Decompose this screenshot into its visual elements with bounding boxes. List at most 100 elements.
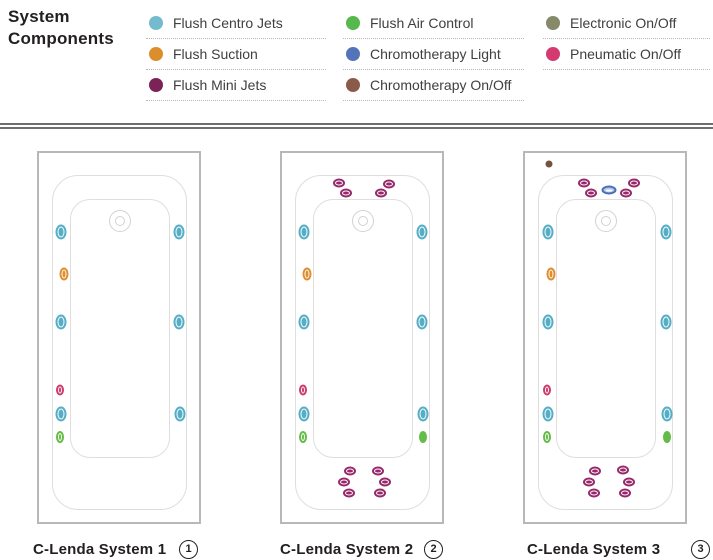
tub-rim-outline xyxy=(295,175,430,510)
drain-inner-icon xyxy=(601,216,611,226)
mini-jet-marker-icon xyxy=(344,466,356,476)
chromo-light-marker-icon xyxy=(601,185,617,195)
mini-jet-marker-icon xyxy=(619,488,631,498)
legend-color-dot-icon xyxy=(346,78,360,92)
mini-jet-marker-icon xyxy=(623,477,635,487)
mini-jet-marker-icon xyxy=(588,488,600,498)
mini-jet-marker-icon xyxy=(578,178,590,188)
legend-item-label: Flush Centro Jets xyxy=(173,15,283,31)
mini-jet-marker-icon xyxy=(628,178,640,188)
mini-jet-marker-icon xyxy=(585,188,597,198)
suction-marker-icon xyxy=(546,267,556,281)
centro-jet-marker-icon xyxy=(416,224,428,240)
tub-rim-outline xyxy=(538,175,673,510)
mini-jet-marker-icon xyxy=(374,488,386,498)
mini-jet-marker-icon xyxy=(583,477,595,487)
legend-color-dot-icon xyxy=(149,78,163,92)
centro-jet-marker-icon xyxy=(298,224,310,240)
air-control-solid-marker-icon xyxy=(663,431,671,443)
centro-jet-marker-icon xyxy=(417,406,429,422)
legend-color-dot-icon xyxy=(546,47,560,61)
mini-jet-marker-icon xyxy=(340,188,352,198)
pneumatic-marker-icon xyxy=(56,384,64,396)
legend-item-label: Flush Suction xyxy=(173,46,258,62)
air-control-marker-icon xyxy=(56,431,64,443)
tub-basin-outline xyxy=(313,199,413,458)
legend-item: Flush Centro Jets xyxy=(146,8,326,39)
legend-item: Pneumatic On/Off xyxy=(543,39,710,70)
legend-column-1: Flush Centro Jets Flush Suction Flush Mini… xyxy=(146,8,326,101)
centro-jet-marker-icon xyxy=(661,406,673,422)
legend-color-dot-icon xyxy=(149,47,163,61)
centro-jet-marker-icon xyxy=(173,224,185,240)
system-name-label: C-Lenda System 3 xyxy=(527,540,661,558)
centro-jet-marker-icon xyxy=(298,406,310,422)
system-number-badge: 3 xyxy=(691,539,710,559)
drain-inner-icon xyxy=(115,216,125,226)
drain-icon xyxy=(595,210,617,232)
centro-jet-marker-icon xyxy=(298,314,310,330)
legend-item-label: Chromotherapy Light xyxy=(370,46,501,62)
pneumatic-marker-icon xyxy=(299,384,307,396)
legend-item-label: Pneumatic On/Off xyxy=(570,46,682,62)
system-name-label: C-Lenda System 1 xyxy=(33,540,167,558)
air-control-marker-icon xyxy=(299,431,307,443)
system-label-row: C-Lenda System 1 1 xyxy=(33,538,198,560)
legend-item: Flush Air Control xyxy=(343,8,524,39)
air-control-marker-icon xyxy=(543,431,551,443)
legend-item: Electronic On/Off xyxy=(543,8,710,39)
legend-color-dot-icon xyxy=(546,16,560,30)
legend-item-label: Electronic On/Off xyxy=(570,15,677,31)
centro-jet-marker-icon xyxy=(173,314,185,330)
legend-item-label: Flush Air Control xyxy=(370,15,474,31)
mini-jet-marker-icon xyxy=(617,465,629,475)
suction-marker-icon xyxy=(59,267,69,281)
mini-jet-marker-icon xyxy=(372,466,384,476)
bathtub-diagram-2 xyxy=(280,151,444,524)
pneumatic-marker-icon xyxy=(543,384,551,396)
tub-basin-outline xyxy=(556,199,656,458)
bathtub-diagram-3 xyxy=(523,151,687,524)
legend-item-label: Flush Mini Jets xyxy=(173,77,267,93)
drain-icon xyxy=(352,210,374,232)
legend-color-dot-icon xyxy=(346,47,360,61)
chromo-onoff-marker-icon xyxy=(545,160,553,168)
centro-jet-marker-icon xyxy=(660,224,672,240)
centro-jet-marker-icon xyxy=(542,314,554,330)
mini-jet-marker-icon xyxy=(375,188,387,198)
drain-inner-icon xyxy=(358,216,368,226)
page-title: System Components xyxy=(8,7,114,48)
centro-jet-marker-icon xyxy=(660,314,672,330)
legend-column-3: Electronic On/Off Pneumatic On/Off xyxy=(543,8,710,70)
legend-item: Chromotherapy On/Off xyxy=(343,70,524,101)
bathtub-diagram-1 xyxy=(37,151,201,524)
mini-jet-marker-icon xyxy=(379,477,391,487)
mini-jet-marker-icon xyxy=(338,477,350,487)
air-control-solid-marker-icon xyxy=(419,431,427,443)
centro-jet-marker-icon xyxy=(55,406,67,422)
legend-column-2: Flush Air Control Chromotherapy Light Chro… xyxy=(343,8,524,101)
centro-jet-marker-icon xyxy=(416,314,428,330)
tub-basin-outline xyxy=(70,199,170,458)
tub-rim-outline xyxy=(52,175,187,510)
mini-jet-marker-icon xyxy=(383,179,395,189)
legend-color-dot-icon xyxy=(149,16,163,30)
legend-item: Chromotherapy Light xyxy=(343,39,524,70)
mini-jet-marker-icon xyxy=(343,488,355,498)
centro-jet-marker-icon xyxy=(174,406,186,422)
system-number-badge: 2 xyxy=(424,539,443,559)
centro-jet-marker-icon xyxy=(542,224,554,240)
legend-item: Flush Mini Jets xyxy=(146,70,326,101)
double-rule-divider xyxy=(0,123,713,129)
system-name-label: C-Lenda System 2 xyxy=(280,540,414,558)
legend-item-label: Chromotherapy On/Off xyxy=(370,77,512,93)
system-label-row: C-Lenda System 3 3 xyxy=(527,538,710,560)
centro-jet-marker-icon xyxy=(55,224,67,240)
mini-jet-marker-icon xyxy=(620,188,632,198)
suction-marker-icon xyxy=(302,267,312,281)
mini-jet-marker-icon xyxy=(589,466,601,476)
mini-jet-marker-icon xyxy=(333,178,345,188)
drain-icon xyxy=(109,210,131,232)
centro-jet-marker-icon xyxy=(55,314,67,330)
